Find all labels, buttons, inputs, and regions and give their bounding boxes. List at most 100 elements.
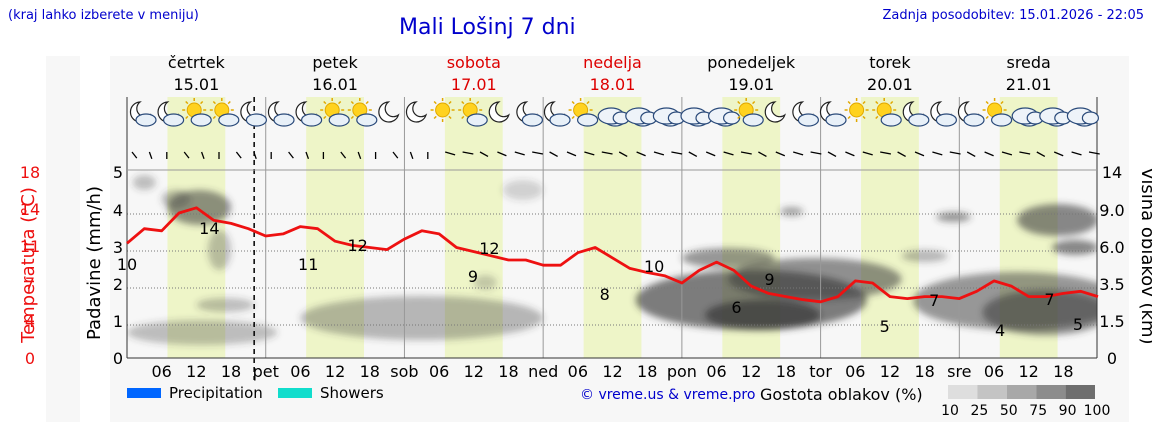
moon-cloud-icon <box>792 101 820 127</box>
temperature-line <box>126 206 1099 304</box>
temperature-value-label: 12 <box>479 239 499 258</box>
x-tick-label: 12 <box>464 362 484 381</box>
wind-barb <box>880 151 892 155</box>
moon-cloud-icon <box>957 101 985 127</box>
sun-ray <box>323 100 327 105</box>
precipitation-tick: 3 <box>113 238 123 257</box>
legend-precipitation-label: Precipitation <box>169 384 263 402</box>
wind-barb <box>584 151 595 156</box>
x-tick-label: 18 <box>776 362 796 381</box>
sun-cloud-icon <box>209 98 240 127</box>
wind-barb <box>1088 151 1100 155</box>
credit-link[interactable]: © vreme.us & vreme.pro <box>580 387 756 403</box>
x-tick-label: 06 <box>706 362 726 381</box>
day-name: nedelja <box>583 53 642 72</box>
sun-ray <box>985 100 989 105</box>
sun-ray <box>737 115 741 120</box>
temperature-tick: 7 <box>25 274 35 293</box>
wind-barb <box>705 151 716 157</box>
cloud-density-area <box>132 175 156 190</box>
sun-cloud-icon <box>734 98 764 127</box>
day-date: 20.01 <box>867 75 913 94</box>
wind-barb <box>949 151 961 155</box>
wind-barb <box>966 151 976 158</box>
cloud-height-tick: 6.0 <box>1099 238 1124 257</box>
wind-barb <box>793 151 804 156</box>
x-tick-label: 18 <box>221 362 241 381</box>
sun-ray <box>571 115 575 120</box>
day-date: 21.01 <box>1006 75 1052 94</box>
wind-barb <box>688 151 698 158</box>
cloud-height-tick: 9.0 <box>1099 201 1124 220</box>
page-title: Mali Lošinj 7 dni <box>399 15 576 40</box>
density-step-label: 50 <box>1000 403 1018 419</box>
cloud-shape <box>722 111 741 125</box>
wind-barb <box>200 151 205 160</box>
temperature-value-label: 6 <box>731 298 741 317</box>
x-tick-label: 18 <box>498 362 518 381</box>
showers-swatch <box>278 388 312 398</box>
moon-shape <box>764 101 786 123</box>
sun-ray <box>461 100 465 105</box>
temperature-value-label: 7 <box>929 291 939 310</box>
wind-barb <box>549 151 558 158</box>
wind-barb <box>897 151 906 158</box>
temperature-value-label: 9 <box>764 270 774 289</box>
wind-barb <box>827 151 837 158</box>
sun-ray <box>350 115 354 120</box>
wind-barb <box>409 151 414 160</box>
sun-ray <box>185 115 189 120</box>
sun-cloud-icon <box>320 98 350 127</box>
day-name: sreda <box>1006 53 1050 72</box>
sun-cloud-icon <box>568 98 599 127</box>
wind-barb <box>288 151 294 159</box>
temperature-value-label: 14 <box>199 219 219 238</box>
density-swatch <box>977 385 1007 399</box>
moon-cloud-icon <box>157 101 185 127</box>
sun-ray <box>338 100 342 105</box>
right-axis-panel <box>1097 56 1129 422</box>
legend-precipitation: Precipitation <box>127 384 263 402</box>
wind-barb <box>148 151 153 160</box>
sun-ray <box>862 100 866 105</box>
cloud-icon <box>1066 107 1100 127</box>
density-step-label: 10 <box>941 403 959 419</box>
x-tick-label: 18 <box>360 362 380 381</box>
wind-barb <box>392 151 399 159</box>
x-tick-label: 12 <box>1019 362 1039 381</box>
sun-ray <box>461 115 465 120</box>
sun-cloud-icon <box>347 98 378 127</box>
x-tick-label: pet <box>253 362 279 381</box>
x-tick-label: 06 <box>290 362 310 381</box>
x-tick-label: tor <box>809 362 832 381</box>
temperature-tick: 14 <box>20 200 40 219</box>
cloud-density-area <box>936 212 971 222</box>
cloud-density-area <box>982 290 1097 335</box>
last-updated: Zadnja posodobitev: 15.01.2026 - 22:05 <box>882 8 1144 23</box>
wind-barb <box>532 151 544 155</box>
sun-ray <box>433 100 437 105</box>
cloud-shape <box>328 113 350 127</box>
cloud-density-area <box>502 180 544 200</box>
cloud-icon <box>680 107 713 127</box>
density-swatch <box>1036 385 1066 399</box>
day-name: ponedeljek <box>707 53 796 72</box>
cloud-density-area <box>780 207 804 216</box>
cloud-density-area <box>127 320 278 345</box>
sun-icon <box>844 98 869 122</box>
x-tick-label: 12 <box>186 362 206 381</box>
day-date: 18.01 <box>590 75 636 94</box>
cloud-shape <box>190 113 212 127</box>
day-date: 19.01 <box>728 75 774 94</box>
wind-barb <box>183 151 190 159</box>
wind-barb <box>862 151 873 156</box>
daylight-band <box>583 97 642 358</box>
cloud-icon <box>1039 107 1072 127</box>
cloud-density-area <box>705 300 821 330</box>
cloud-shape <box>742 113 764 127</box>
temperature-value-label: 9 <box>468 267 478 286</box>
sun-ray <box>737 100 741 105</box>
moon-icon <box>405 101 428 123</box>
wind-barb <box>1036 151 1046 158</box>
